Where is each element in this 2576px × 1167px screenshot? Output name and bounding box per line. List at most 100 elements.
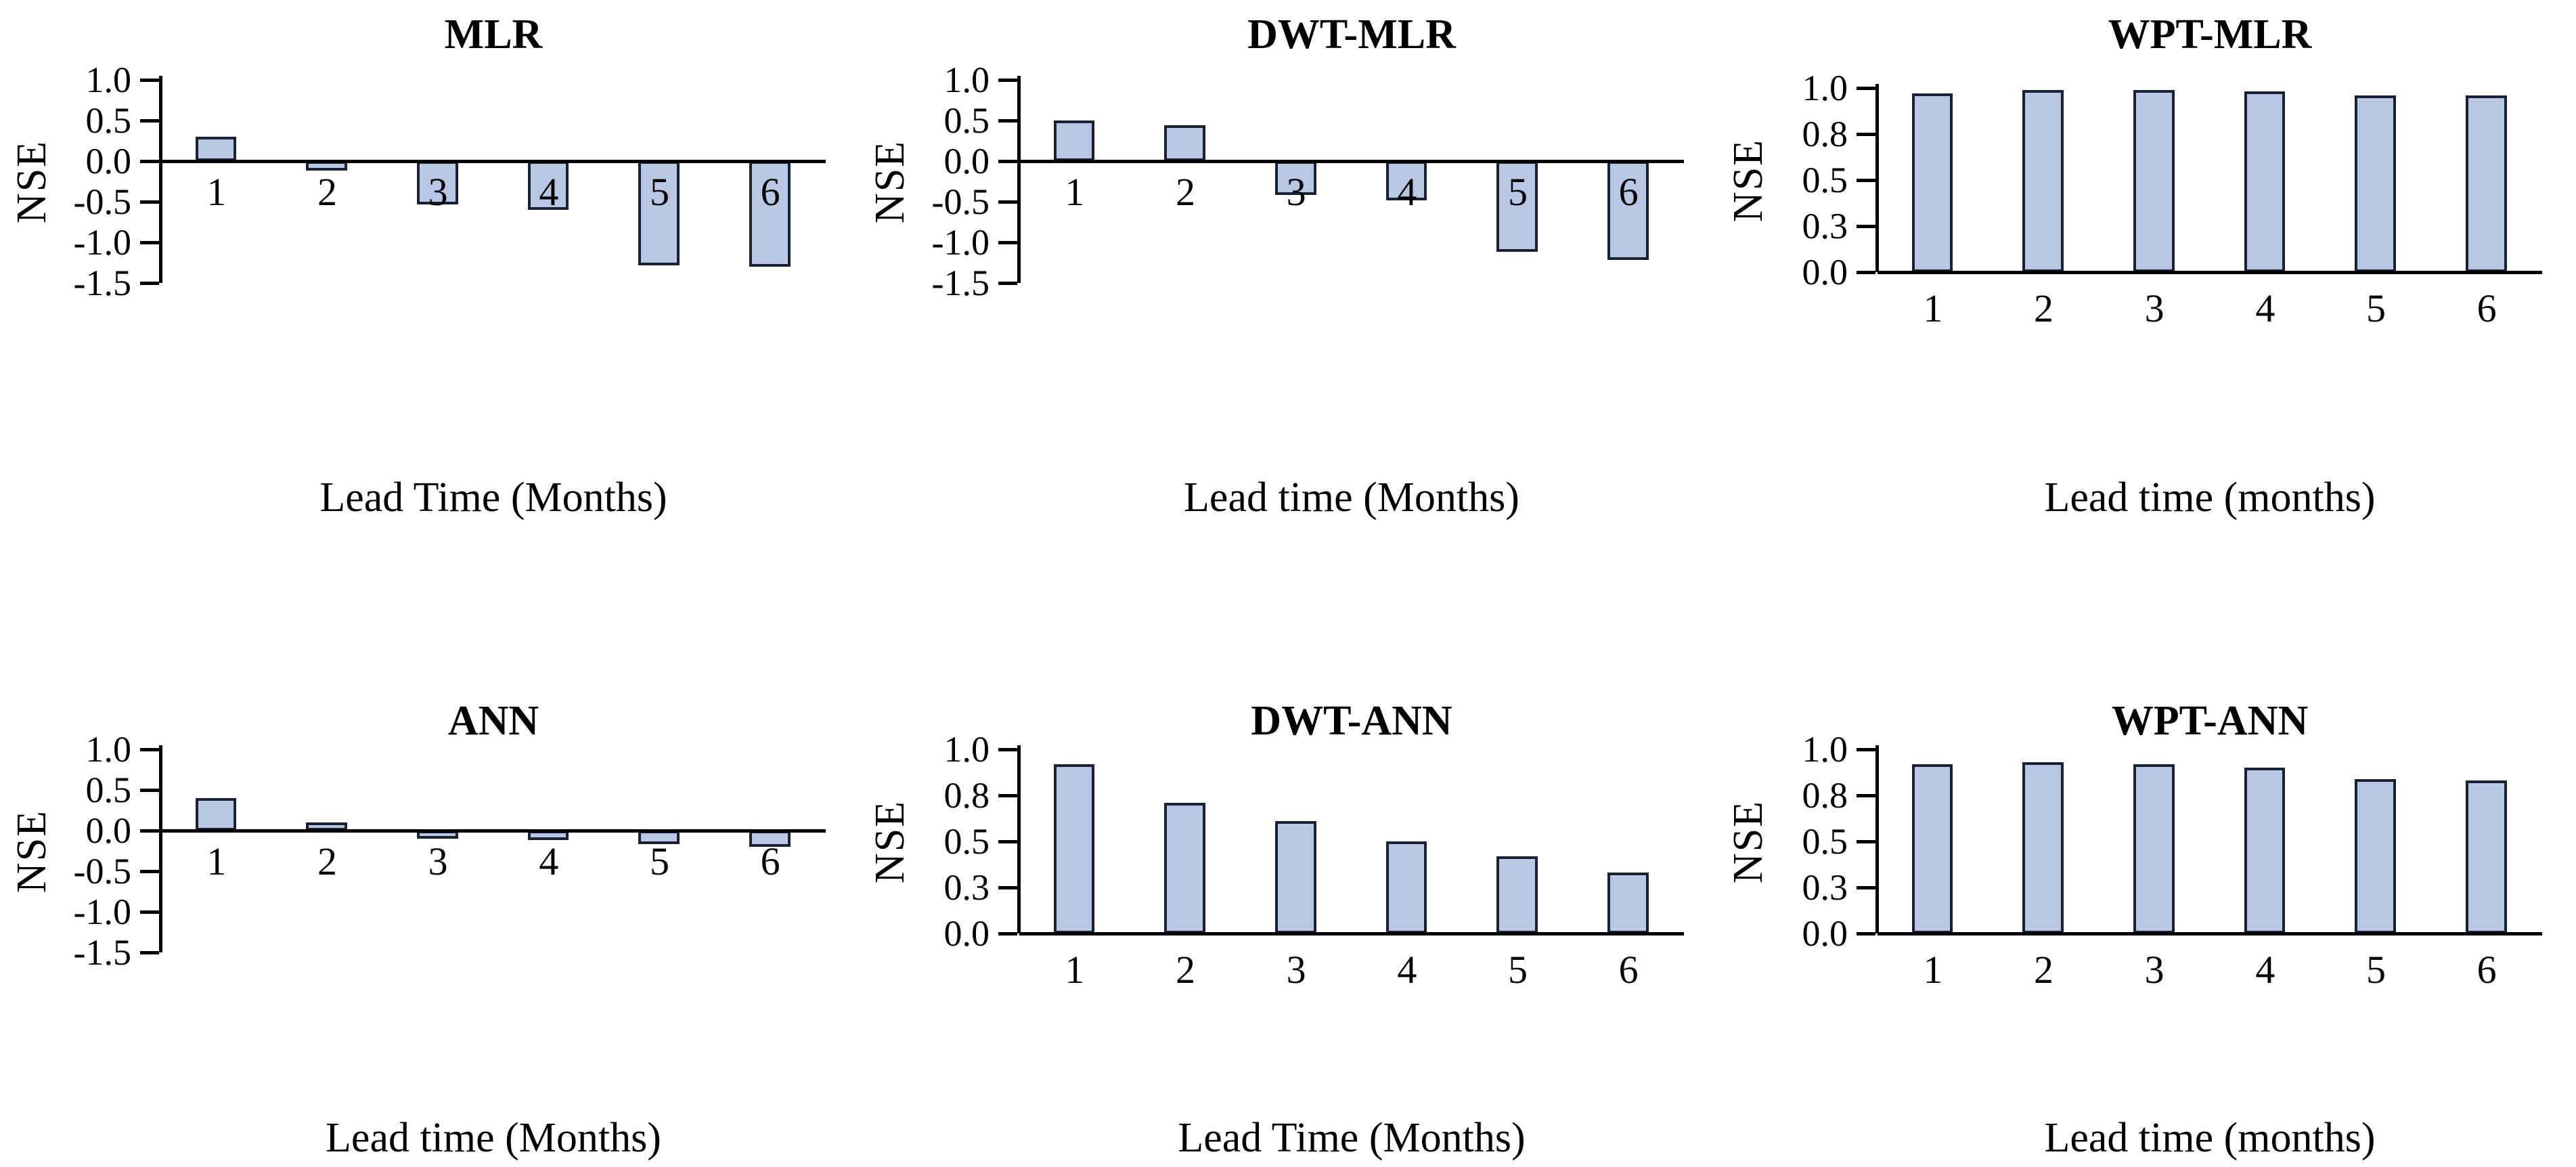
y-axis-line bbox=[1875, 745, 1879, 933]
bars-layer: 1 2 3 4 5 6 bbox=[1878, 749, 2542, 992]
x-category-label: 4 bbox=[539, 839, 559, 883]
x-category-label: 3 bbox=[428, 839, 448, 883]
x-axis-line bbox=[1878, 270, 2542, 274]
y-tick-label: 0.8 bbox=[1802, 775, 1848, 816]
y-tick-mark bbox=[998, 747, 1017, 751]
plot-area: 1.0 0.8 0.5 0.3 0.0 1 2 3 4 5 6 bbox=[1802, 729, 2542, 992]
bar-month-3 bbox=[2133, 89, 2175, 272]
y-tick-label: 0.3 bbox=[943, 867, 990, 908]
y-tick-label: 1.0 bbox=[85, 60, 132, 100]
bar-month-1 bbox=[1053, 764, 1095, 933]
y-tick-label: 1.0 bbox=[1802, 729, 1848, 770]
y-tick-mark bbox=[140, 281, 159, 285]
x-category-label: 5 bbox=[649, 170, 669, 214]
plot-area: 1.0 0.8 0.5 0.3 0.0 1 2 3 4 5 6 bbox=[1802, 68, 2542, 330]
y-axis-line bbox=[1017, 745, 1021, 933]
plot-area: 1.0 0.5 0.0 -0.5 -1.0 -1.5 1 2 3 4 5 6 bbox=[932, 60, 1684, 303]
y-tick-label: 1.0 bbox=[943, 60, 990, 100]
y-axis-ticks: 1.0 0.5 0.0 -0.5 -1.0 -1.5 bbox=[74, 60, 826, 303]
bar-month-2 bbox=[2022, 89, 2064, 272]
y-axis-line bbox=[1875, 84, 1879, 272]
y-tick-label: 1.0 bbox=[85, 729, 132, 770]
y-tick-mark bbox=[998, 78, 1017, 82]
y-tick-label: 0.3 bbox=[1802, 206, 1848, 246]
x-axis-line bbox=[161, 829, 826, 833]
y-tick-label: -1.5 bbox=[73, 263, 131, 303]
x-category-label: 5 bbox=[1507, 170, 1528, 214]
x-category-label: 5 bbox=[1507, 948, 1528, 992]
bar-month-3 bbox=[2133, 764, 2175, 933]
bars-layer: 1 2 3 4 5 6 bbox=[1878, 88, 2542, 330]
x-category-label: 3 bbox=[428, 170, 448, 214]
bar-month-2 bbox=[2022, 762, 2064, 933]
bar-month-4 bbox=[2244, 91, 2286, 272]
y-tick-label: 0.0 bbox=[85, 810, 132, 851]
x-category-label: 1 bbox=[206, 839, 227, 883]
x-category-label: 2 bbox=[317, 170, 337, 214]
x-category-label: 3 bbox=[1286, 170, 1306, 214]
bar-month-2 bbox=[1164, 125, 1205, 161]
x-category-label: 2 bbox=[1175, 948, 1195, 992]
x-category-label: 4 bbox=[2255, 286, 2275, 330]
y-tick-label: 0.3 bbox=[1802, 867, 1848, 908]
bar-month-6 bbox=[2466, 95, 2507, 272]
bar-month-5 bbox=[2355, 778, 2396, 933]
y-axis-ticks: 1.0 0.5 0.0 -0.5 -1.0 -1.5 bbox=[932, 60, 1684, 303]
x-category-label: 4 bbox=[1397, 948, 1417, 992]
chart-title: MLR bbox=[444, 12, 543, 58]
x-category-label: 1 bbox=[1065, 170, 1085, 214]
bar-month-1 bbox=[195, 798, 237, 831]
y-tick-mark bbox=[998, 118, 1017, 123]
plot-area: 1.0 0.5 0.0 -0.5 -1.0 -1.5 1 2 3 4 5 6 bbox=[74, 60, 826, 303]
y-tick-mark bbox=[1857, 885, 1875, 889]
y-tick-mark bbox=[140, 910, 159, 914]
y-tick-label: 0.5 bbox=[943, 821, 990, 862]
x-axis-line bbox=[161, 159, 826, 163]
bar-month-1 bbox=[1911, 93, 1953, 272]
x-axis-title: Lead time (Months) bbox=[1184, 475, 1519, 521]
x-category-label: 3 bbox=[2144, 948, 2164, 992]
bar-month-5 bbox=[1496, 161, 1538, 252]
y-tick-mark bbox=[140, 78, 159, 82]
bar-month-6 bbox=[749, 161, 791, 267]
bars-layer: 1 2 3 4 5 6 bbox=[1019, 80, 1684, 283]
x-category-label: 3 bbox=[2144, 286, 2164, 330]
bar-month-1 bbox=[195, 137, 237, 161]
x-category-label: 4 bbox=[539, 170, 559, 214]
chart-title: DWT-MLR bbox=[1247, 12, 1456, 58]
x-category-label: 2 bbox=[2033, 286, 2053, 330]
x-category-label: 5 bbox=[649, 839, 669, 883]
x-category-label: 4 bbox=[1397, 170, 1417, 214]
y-tick-mark bbox=[1857, 931, 1875, 935]
bar-month-4 bbox=[2244, 768, 2286, 933]
x-axis-title: Lead Time (Months) bbox=[1178, 1115, 1526, 1161]
y-tick-label: 0.0 bbox=[1802, 913, 1848, 954]
x-category-label: 3 bbox=[1286, 948, 1306, 992]
x-category-label: 4 bbox=[2255, 948, 2275, 992]
y-tick-label: -1.0 bbox=[931, 222, 990, 263]
y-tick-mark bbox=[998, 200, 1017, 204]
y-tick-mark bbox=[998, 159, 1017, 163]
y-tick-label: 0.5 bbox=[1802, 821, 1848, 862]
bar-month-4 bbox=[527, 161, 569, 210]
y-tick-mark bbox=[1857, 224, 1875, 228]
y-tick-mark bbox=[998, 931, 1017, 935]
x-category-label: 6 bbox=[2477, 286, 2497, 330]
x-category-label: 1 bbox=[206, 170, 227, 214]
y-tick-label: 0.5 bbox=[943, 100, 990, 141]
bars-layer: 1 2 3 4 5 6 bbox=[1019, 749, 1684, 992]
y-axis-line bbox=[159, 76, 162, 283]
x-axis-line bbox=[1878, 931, 2542, 935]
x-category-label: 1 bbox=[1923, 948, 1943, 992]
y-tick-label: 0.5 bbox=[85, 770, 132, 810]
y-axis-ticks: 1.0 0.8 0.5 0.3 0.0 bbox=[1802, 68, 2542, 292]
x-category-label: 1 bbox=[1923, 286, 1943, 330]
y-tick-label: -1.5 bbox=[73, 932, 131, 973]
x-axis-title: Lead Time (Months) bbox=[319, 475, 667, 521]
bar-month-4 bbox=[1385, 841, 1427, 933]
